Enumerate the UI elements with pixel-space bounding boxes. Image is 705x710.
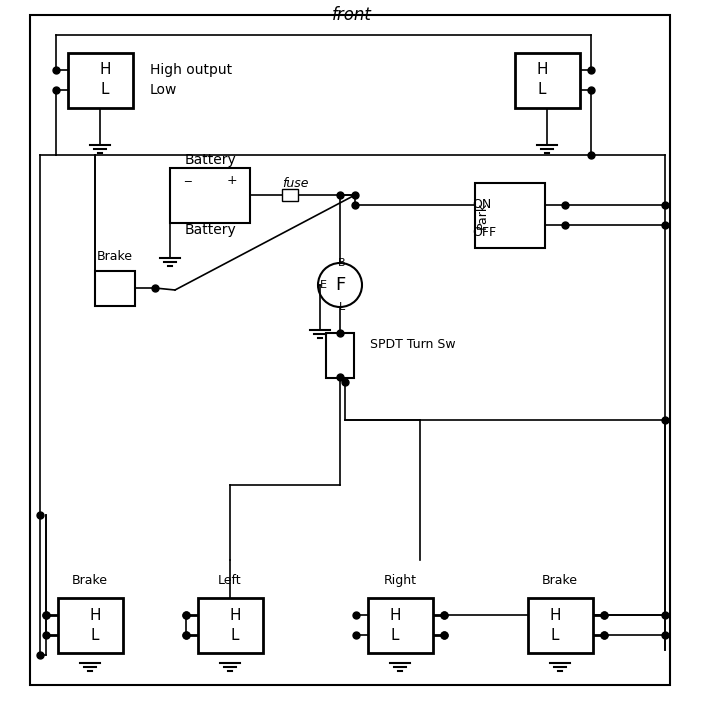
Text: E: E <box>319 280 326 290</box>
Text: L: L <box>551 628 559 643</box>
Text: ON: ON <box>472 199 491 212</box>
Text: ─: ─ <box>185 176 191 186</box>
Text: H: H <box>90 608 101 623</box>
Text: L: L <box>101 82 109 97</box>
Text: Brake: Brake <box>72 574 108 587</box>
Text: fuse: fuse <box>282 177 308 190</box>
Text: Park: Park <box>475 202 489 229</box>
Text: B: B <box>338 258 346 268</box>
Bar <box>475 182 545 248</box>
Bar <box>326 332 354 378</box>
Text: Low: Low <box>150 83 178 97</box>
Text: Left: Left <box>218 574 242 587</box>
Text: L: L <box>91 628 99 643</box>
Bar <box>527 598 592 652</box>
Text: front: front <box>332 6 372 24</box>
Text: L: L <box>538 82 546 97</box>
Text: L: L <box>391 628 399 643</box>
Text: Right: Right <box>384 574 417 587</box>
Text: OFF: OFF <box>472 226 496 239</box>
Text: H: H <box>389 608 400 623</box>
Text: H: H <box>229 608 240 623</box>
Text: L: L <box>339 302 345 312</box>
Text: Brake: Brake <box>542 574 578 587</box>
Text: F: F <box>335 276 345 294</box>
Bar <box>197 598 262 652</box>
Text: +: + <box>227 175 238 187</box>
Text: Brake: Brake <box>97 250 133 263</box>
Bar <box>58 598 123 652</box>
Bar <box>515 53 580 107</box>
Text: High output: High output <box>150 63 232 77</box>
Bar <box>367 598 432 652</box>
Text: Battery: Battery <box>184 153 236 167</box>
Bar <box>95 271 135 305</box>
Text: H: H <box>549 608 560 623</box>
Bar <box>282 189 298 201</box>
Text: L: L <box>231 628 239 643</box>
Bar <box>170 168 250 222</box>
Text: SPDT Turn Sw: SPDT Turn Sw <box>370 339 455 351</box>
Text: H: H <box>537 62 548 77</box>
Text: H: H <box>99 62 111 77</box>
Text: Battery: Battery <box>184 223 236 237</box>
Bar <box>68 53 133 107</box>
